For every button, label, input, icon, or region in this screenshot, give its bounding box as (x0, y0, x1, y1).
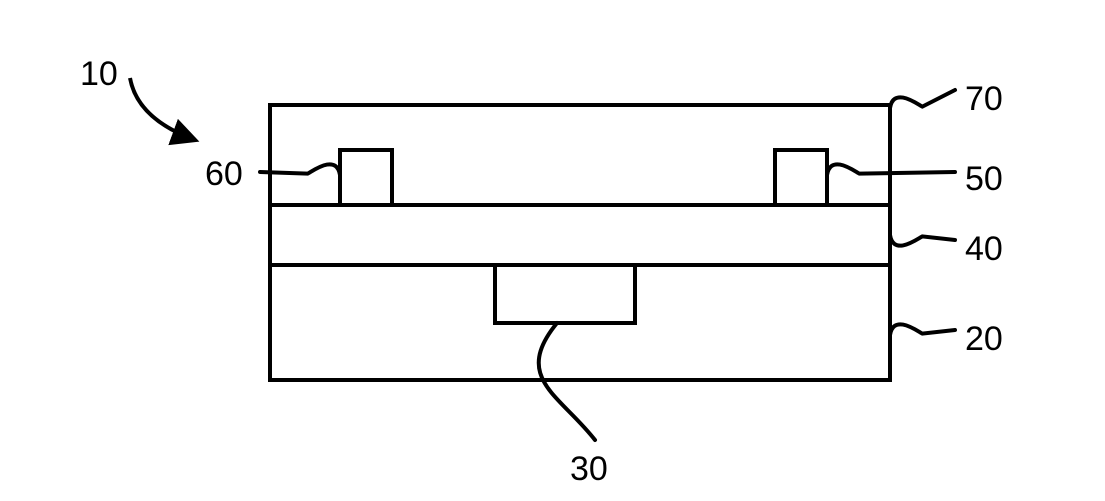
block-60 (340, 150, 392, 205)
device-cross-section (270, 105, 890, 380)
leader-20 (890, 324, 955, 335)
label-30: 30 (570, 450, 608, 488)
leader-10-arrow (130, 78, 195, 140)
block-50 (775, 150, 827, 205)
label-40: 40 (965, 230, 1003, 268)
label-20: 20 (965, 320, 1003, 358)
leader-70 (890, 90, 955, 108)
device-outline (270, 105, 890, 380)
label-60: 60 (205, 155, 243, 193)
label-70: 70 (965, 80, 1003, 118)
region-30 (495, 265, 635, 323)
leader-40 (890, 235, 955, 246)
label-50: 50 (965, 160, 1003, 198)
label-10: 10 (80, 55, 118, 93)
